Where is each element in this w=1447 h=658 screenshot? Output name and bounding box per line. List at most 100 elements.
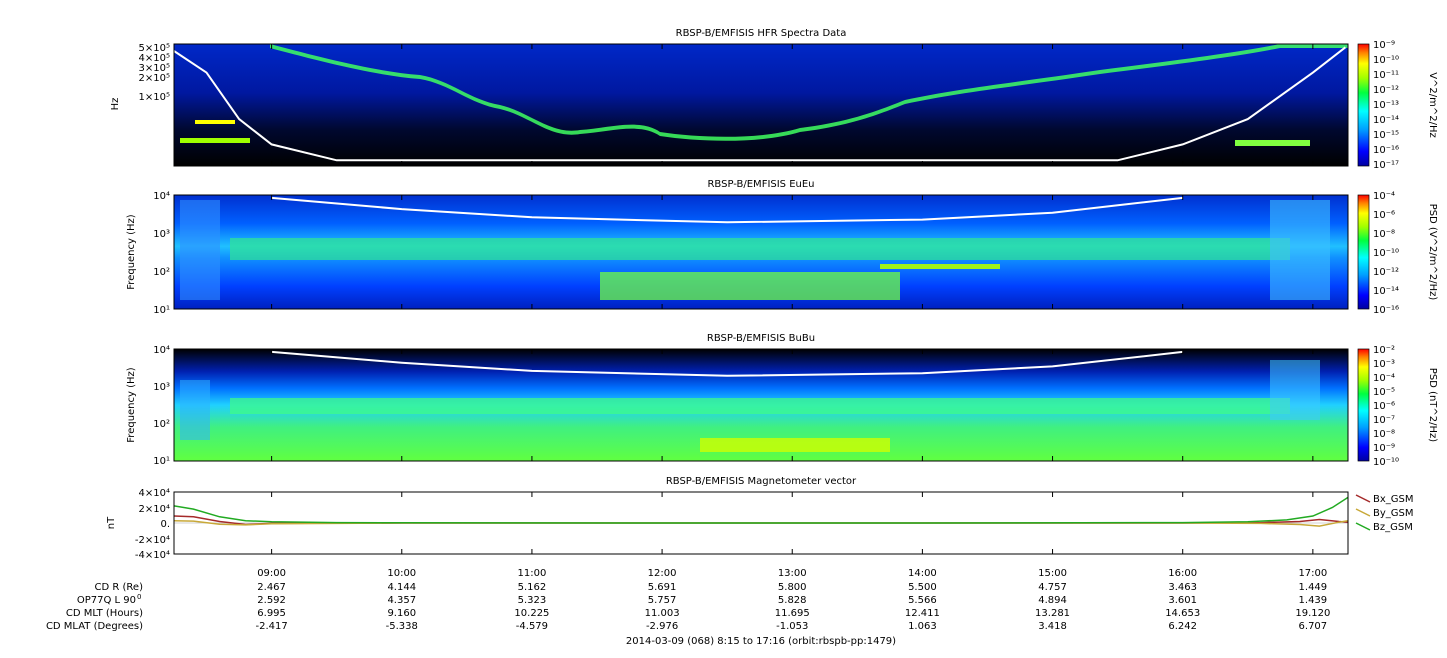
- bubu-emission-bands: [180, 360, 1320, 452]
- hfr-colorbar-label: V^2/m^2/Hz: [1427, 72, 1438, 138]
- ephemeris-value: 9.160: [387, 608, 416, 619]
- eueu-frame: [173, 194, 1349, 310]
- legend-label-by: By_GSM: [1373, 508, 1414, 519]
- ephemeris-value: 6.707: [1299, 621, 1328, 632]
- bubu-cbar-tick: 10⁻⁶: [1373, 401, 1395, 412]
- hfr-ytick: 5×10⁵: [139, 43, 170, 54]
- eueu-cbar-tick: 10⁻¹⁰: [1373, 248, 1399, 259]
- ephemeris-value: 5.500: [908, 582, 937, 593]
- x-tick-label: 11:00: [518, 568, 547, 579]
- bubu-ytick: 10²: [153, 419, 170, 430]
- eueu-ytick: 10²: [153, 267, 170, 278]
- ephemeris-value: 4.894: [1038, 595, 1067, 606]
- hfr-cbar-tick: 10⁻¹⁵: [1373, 130, 1399, 141]
- x-tick-label: 15:00: [1038, 568, 1067, 579]
- eueu-title: RBSP-B/EMFISIS EuEu: [707, 179, 814, 190]
- mag-title: RBSP-B/EMFISIS Magnetometer vector: [666, 476, 857, 487]
- hfr-ylabel: Hz: [110, 98, 121, 111]
- bubu-ylabel: Frequency (Hz): [126, 367, 137, 443]
- hfr-cbar-tick: 10⁻¹²: [1373, 85, 1399, 96]
- ephemeris-value: 5.828: [778, 595, 807, 606]
- mag-legend: Bx_GSM By_GSM Bz_GSM: [1355, 494, 1414, 533]
- ephemeris-value: 3.418: [1038, 621, 1067, 632]
- bubu-overlay-line: [271, 350, 1183, 377]
- mag-ytick: 4×10⁴: [139, 488, 170, 499]
- bubu-frame: [173, 348, 1349, 462]
- bubu-colorbar-ticks: 10⁻² 10⁻³ 10⁻⁴ 10⁻⁵ 10⁻⁶ 10⁻⁷ 10⁻⁸ 10⁻⁹ …: [1373, 345, 1399, 468]
- ephemeris-value: 5.162: [518, 582, 547, 593]
- x-tick-label: 09:00: [257, 568, 286, 579]
- ephemeris-value: 14.653: [1165, 608, 1200, 619]
- hfr-cbar-tick: 10⁻¹⁶: [1373, 145, 1399, 156]
- eueu-ytick: 10¹: [153, 305, 170, 316]
- hfr-cbar-tick: 10⁻⁹: [1373, 40, 1395, 51]
- eueu-ylabel: Frequency (Hz): [126, 214, 137, 290]
- ephemeris-value: -5.338: [386, 621, 418, 632]
- bubu-ytick: 10⁴: [153, 345, 170, 356]
- series-line-bz-gsm: [173, 496, 1349, 524]
- hfr-overlay-line: [173, 46, 1347, 162]
- bubu-y-ticks: 10⁴ 10³ 10² 10¹: [153, 345, 170, 467]
- bubu-colorbar: [1357, 348, 1370, 462]
- ephemeris-value: 11.695: [775, 608, 810, 619]
- ephemeris-value: 6.995: [257, 608, 286, 619]
- hfr-panel: RBSP-B/EMFISIS HFR Spectra Data 5×10⁵ 4×…: [110, 28, 1438, 171]
- bubu-ytick: 10³: [153, 382, 170, 393]
- mag-ytick: 2×10⁴: [139, 504, 170, 515]
- x-tick-label: 10:00: [387, 568, 416, 579]
- bubu-cbar-tick: 10⁻⁵: [1373, 387, 1395, 398]
- eueu-ytick: 10³: [153, 229, 170, 240]
- ephemeris-value: 5.323: [518, 595, 547, 606]
- ephemeris-value: 5.757: [648, 595, 677, 606]
- ephemeris-row-label: CD MLAT (Degrees): [46, 621, 143, 632]
- bubu-title: RBSP-B/EMFISIS BuBu: [707, 333, 815, 344]
- ephemeris-value: 1.063: [908, 621, 937, 632]
- bubu-cbar-tick: 10⁻⁷: [1373, 415, 1395, 426]
- eueu-overlay-line: [271, 196, 1183, 224]
- eueu-cbar-tick: 10⁻¹⁴: [1373, 286, 1399, 297]
- legend-label-bx: Bx_GSM: [1373, 494, 1414, 505]
- ephemeris-row-label-superscript: 0: [137, 593, 141, 601]
- x-tick-label: 17:00: [1298, 568, 1327, 579]
- hfr-ytick: 2×10⁵: [139, 73, 170, 84]
- hfr-ytick: 4×10⁵: [139, 53, 170, 64]
- legend-swatch-bz: [1355, 522, 1371, 531]
- eueu-cbar-tick: 10⁻¹²: [1373, 267, 1399, 278]
- hfr-cbar-tick: 10⁻¹¹: [1373, 70, 1399, 81]
- ephemeris-value: 3.463: [1168, 582, 1197, 593]
- bubu-cbar-tick: 10⁻⁴: [1373, 373, 1395, 384]
- ephemeris-value: 2.592: [257, 595, 286, 606]
- ephemeris-value: 1.449: [1299, 582, 1328, 593]
- ephemeris-value: 5.691: [648, 582, 677, 593]
- ephemeris-value: 6.242: [1168, 621, 1197, 632]
- eueu-cbar-tick: 10⁻⁶: [1373, 210, 1395, 221]
- ephemeris-value: 1.439: [1299, 595, 1328, 606]
- ephemeris-value: 3.601: [1168, 595, 1197, 606]
- bubu-cbar-tick: 10⁻¹⁰: [1373, 457, 1399, 468]
- x-tick-label: 14:00: [908, 568, 937, 579]
- eueu-colorbar-label: PSD (V^2/m^2/Hz): [1427, 204, 1438, 301]
- hfr-cbar-tick: 10⁻¹³: [1373, 100, 1399, 111]
- bubu-colorbar-label: PSD (nT^2/Hz): [1427, 368, 1438, 442]
- ephemeris-table: CD R (Re) 2.467 4.144 5.162 5.691 5.800 5.500 4…: [46, 582, 1330, 632]
- legend-label-bz: Bz_GSM: [1373, 522, 1413, 533]
- eueu-emission-bands: [180, 200, 1330, 300]
- ephemeris-value: 11.003: [645, 608, 680, 619]
- hfr-colorbar-ticks: 10⁻⁹ 10⁻¹⁰ 10⁻¹¹ 10⁻¹² 10⁻¹³ 10⁻¹⁴ 10⁻¹⁵…: [1373, 40, 1399, 171]
- ephemeris-row-label: CD R (Re): [95, 582, 144, 593]
- hfr-frame: [173, 43, 1349, 167]
- eueu-cbar-tick: 10⁻¹⁶: [1373, 305, 1399, 316]
- ephemeris-value: 19.120: [1295, 608, 1330, 619]
- hfr-title: RBSP-B/EMFISIS HFR Spectra Data: [676, 28, 847, 39]
- x-tick-label: 13:00: [778, 568, 807, 579]
- eueu-cbar-tick: 10⁻⁴: [1373, 191, 1395, 202]
- time-axis-ticks: 09:00 10:00 11:00 12:00 13:00 14:00 15:00 16:00…: [257, 44, 1327, 579]
- hfr-y-ticks: 5×10⁵ 4×10⁵ 3×10⁵ 2×10⁵ 1×10⁵: [139, 43, 170, 103]
- legend-swatch-bx: [1355, 494, 1371, 503]
- bubu-cbar-tick: 10⁻³: [1373, 359, 1395, 370]
- bubu-ytick: 10¹: [153, 456, 170, 467]
- ephemeris-value: -1.053: [776, 621, 808, 632]
- bubu-panel: RBSP-B/EMFISIS BuBu 10⁴ 10³ 10² 10¹ Freq…: [126, 333, 1438, 468]
- bubu-cbar-tick: 10⁻⁹: [1373, 443, 1395, 454]
